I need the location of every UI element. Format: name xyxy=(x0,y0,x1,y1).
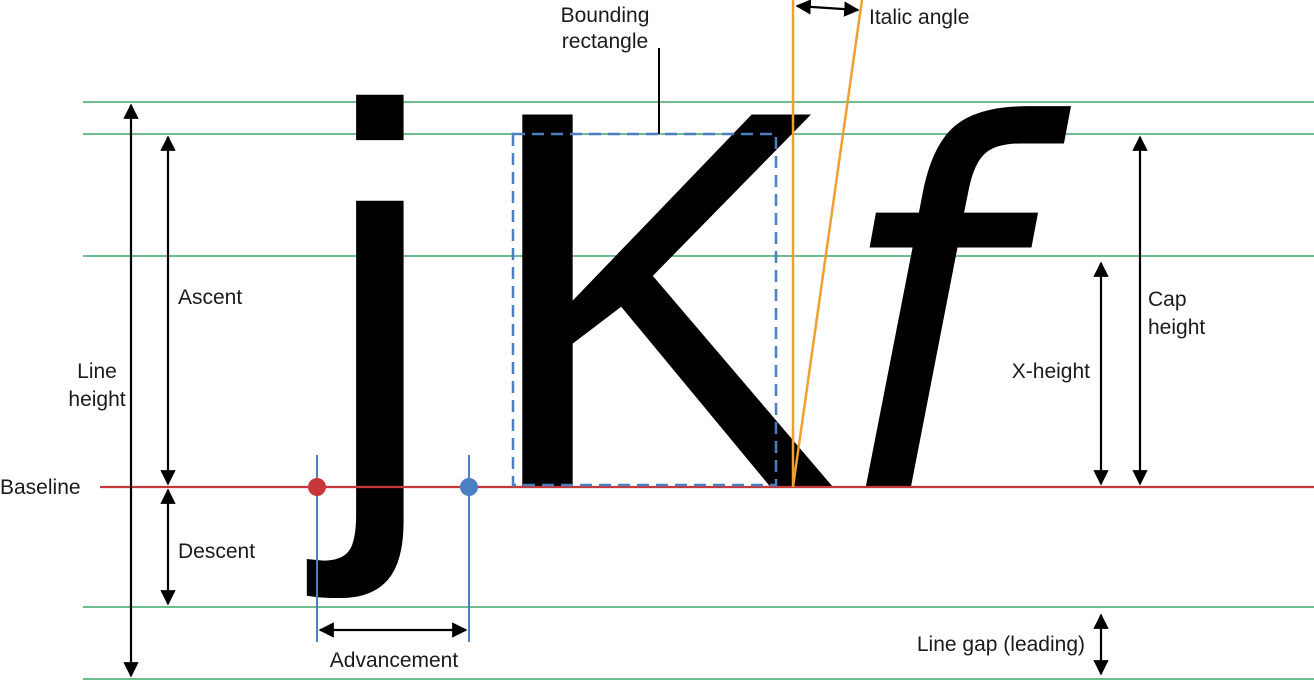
descent-label: Descent xyxy=(178,540,255,563)
advancement-label: Advancement xyxy=(330,649,459,672)
line-height-label-line2: height xyxy=(68,388,125,411)
bounding-rectangle xyxy=(511,132,778,487)
italic-angle-arrow xyxy=(795,0,860,17)
bounding-rectangle-label-line1: Bounding xyxy=(561,4,650,27)
italic-slant-line xyxy=(791,0,864,488)
baseline-label: Baseline xyxy=(0,476,81,499)
bounding-rectangle-label-line2: rectangle xyxy=(562,30,648,53)
origin-dot xyxy=(308,478,326,496)
ascent-label: Ascent xyxy=(178,286,242,309)
italic-angle-label: Italic angle xyxy=(869,6,969,29)
line-height-label-line1: Line xyxy=(77,360,117,383)
advance-dot xyxy=(460,478,478,496)
line-gap-label: Line gap (leading) xyxy=(917,633,1085,656)
x-height-label: X-height xyxy=(1012,360,1090,383)
glyph-f: f xyxy=(832,22,1074,604)
cap-height-label-line1: Cap xyxy=(1148,288,1187,311)
glyph-j: j xyxy=(303,0,440,604)
cap-height-label-line2: height xyxy=(1148,316,1205,339)
